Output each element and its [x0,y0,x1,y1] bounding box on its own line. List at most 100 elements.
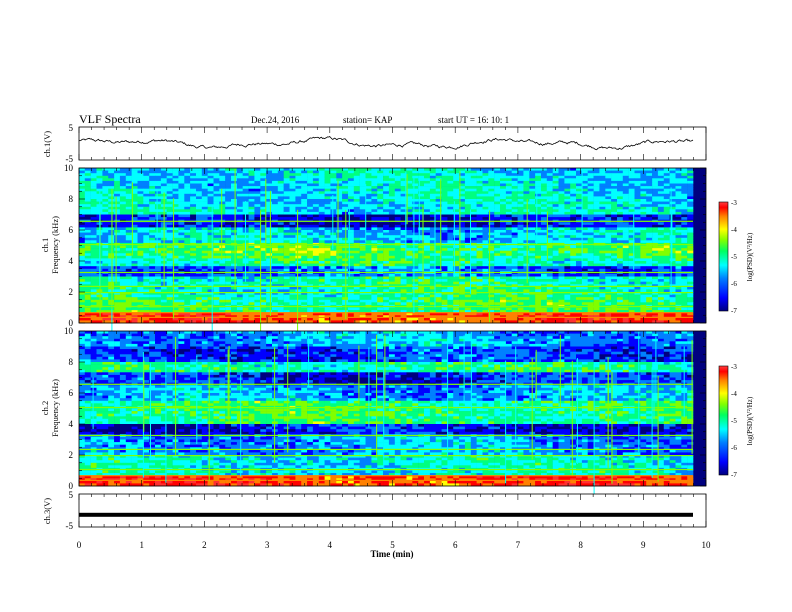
spectrogram-cell [576,248,583,251]
spectrogram-cell [617,227,624,231]
spectrogram-cell [646,230,653,233]
spectrogram-cell [289,273,296,277]
spectrogram-cell [453,170,460,174]
spectrogram-cell [523,211,530,215]
spectrogram-cell [599,168,606,171]
spectrogram-cell [201,286,208,290]
spectrogram-cell [611,253,618,257]
spectrogram-cell [587,211,594,215]
spectrogram-cell [207,173,214,177]
spectrogram-cell [581,237,588,241]
spectrogram-cell [634,245,641,249]
spectrogram-cell [400,173,407,177]
spectrogram-cell [348,289,355,293]
spectrogram-cell [172,186,179,189]
spectrogram-cell [611,284,618,288]
spectrogram-cell [476,209,483,213]
ch1-ytick-top: 5 [69,123,74,133]
spectrogram-cell [447,173,454,177]
spectrogram-cell [453,273,460,277]
spectrogram-cell [119,173,126,177]
spectrogram-cell [242,199,249,202]
spectrogram-cell [79,217,86,220]
spectrogram-cell [576,240,583,244]
spectrogram-cell [365,276,372,280]
spectrogram-cell [482,180,489,184]
spectrogram-cell [517,266,524,270]
spectrogram-cell [166,263,173,267]
spectrogram-cell [330,168,337,171]
spectrogram-cell [149,232,156,236]
spectrogram-cell [114,240,121,244]
spectrogram-cell [611,227,618,231]
spectrogram-cell [295,188,302,192]
spectrogram-cell [295,279,302,282]
spectrogram-cell [675,180,682,184]
spectrogram-cell [622,255,629,259]
spectrogram-cell [359,201,366,205]
spectrogram-cell [587,266,594,270]
spectrogram-cell [622,245,629,249]
spectrogram-cell [301,217,308,220]
spectrogram-cell [143,248,150,251]
spectrogram-cell [137,284,144,288]
spectrogram-cell [277,235,284,239]
spectrogram-cell [552,266,559,270]
spectrogram-cell [675,227,682,231]
spectrogram-cell [687,253,694,257]
spectrogram-cell [312,258,319,262]
spectrogram-cell [155,211,162,215]
spectrogram-cell [166,209,173,213]
spectrogram-cell [178,224,185,228]
spectrogram-cell [587,250,594,254]
spectrogram-cell [301,204,308,208]
spectrogram-cell [523,245,530,249]
spectrogram-cell [400,253,407,257]
spectrogram-cell [178,175,185,179]
spectrogram-cell [564,253,571,257]
spectrogram-cell [248,286,255,290]
spectrogram-cell [429,230,436,233]
spectrogram-cell [248,237,255,241]
spectrogram-cell [348,186,355,189]
spectrogram-cell [406,258,413,262]
spectrogram-cell [383,175,390,179]
spectrogram-cell [377,201,384,205]
spectrogram-cell [231,196,238,200]
spectrogram-cell [541,261,548,264]
spectrogram-cell [564,222,571,226]
spectrogram-cell [394,235,401,239]
spectrogram-cell [365,250,372,254]
spectrogram-cell [640,248,647,251]
spectrogram-cell [447,175,454,179]
spectrogram-cell [155,168,162,171]
spectrogram-cell [447,168,454,171]
spectrogram-cell [429,286,436,290]
spectrogram-cell [394,170,401,174]
spectrogram-cell [669,237,676,241]
spectrogram-cell [617,180,624,184]
spectrogram-cell [424,276,431,280]
spectrogram-cell [681,186,688,189]
spectrogram-cell [236,240,243,244]
spectrogram-cell [336,222,343,226]
spectrogram-cell [646,178,653,182]
spectrogram-cell [494,235,501,239]
spectrogram-cell [213,180,220,184]
spectrogram-cell [219,281,226,285]
spectrogram-cell [196,273,203,277]
spectrogram-cell [160,180,167,184]
spectrogram-cell [675,286,682,290]
spectrogram-cell [424,268,431,272]
spectrogram-cell [324,253,331,257]
spectrogram-cell [143,170,150,174]
spectrogram-cell [272,196,279,200]
spectrogram-cell [371,204,378,208]
spectrogram-cell [541,191,548,195]
spectrogram-cell [295,248,302,251]
spectrogram-cell [435,193,442,197]
spectrogram-cell [441,206,448,210]
spectrogram-cell [523,170,530,174]
spectrogram-cell [166,170,173,174]
spectrogram-cell [552,191,559,195]
